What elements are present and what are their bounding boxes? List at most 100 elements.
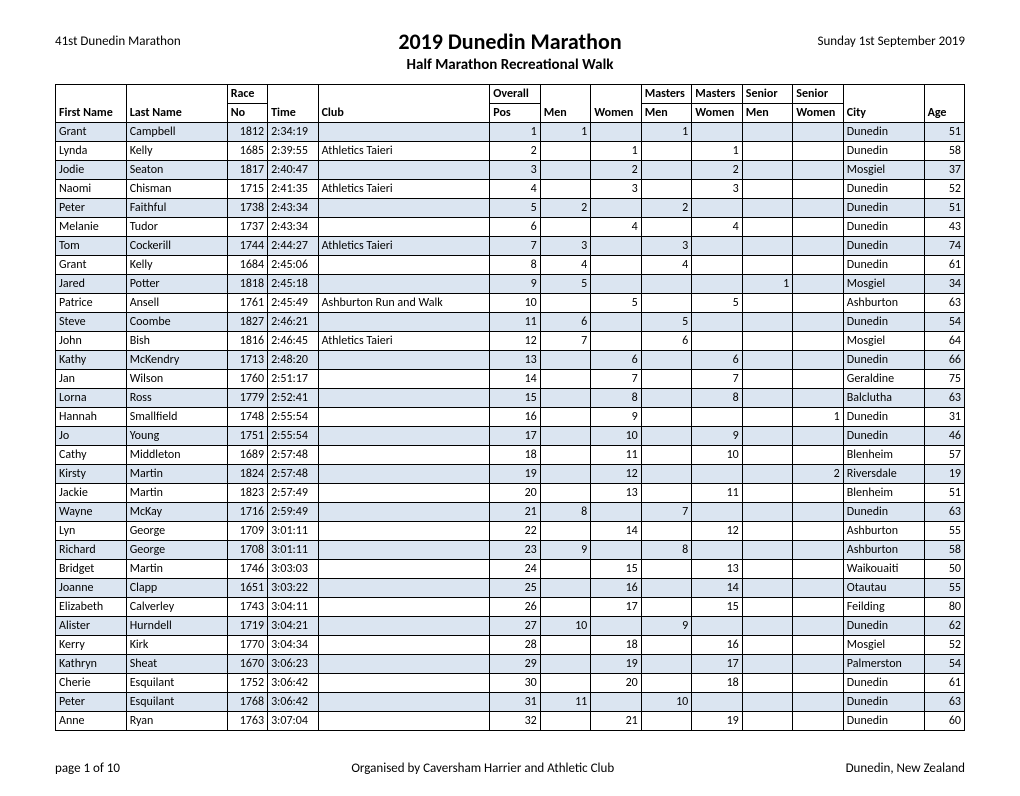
cell-women: 19 [591,655,642,674]
cell-pos: 32 [490,712,541,731]
cell-last: Ansell [126,294,227,313]
cell-city: Mosgiel [843,275,924,294]
cell-last: Coombe [126,313,227,332]
cell-no: 1651 [227,579,267,598]
cell-mwomen: 3 [692,180,743,199]
cell-first: Anne [56,712,127,731]
cell-first: Bridget [56,560,127,579]
table-row: LornaRoss17792:52:411588Balclutha63 [56,389,965,408]
cell-no: 1827 [227,313,267,332]
cell-last: Martin [126,465,227,484]
cell-pos: 7 [490,237,541,256]
table-row: KirstyMartin18242:57:4819122Riversdale19 [56,465,965,484]
cell-mwomen: 2 [692,161,743,180]
cell-first: Jan [56,370,127,389]
cell-mmen: 7 [641,503,692,522]
cell-mwomen: 8 [692,389,743,408]
cell-first: Jodie [56,161,127,180]
cell-no: 1719 [227,617,267,636]
cell-men [540,294,591,313]
cell-swomen [793,123,844,142]
cell-time: 2:44:27 [268,237,319,256]
cell-pos: 12 [490,332,541,351]
cell-mwomen: 17 [692,655,743,674]
cell-no: 1816 [227,332,267,351]
cell-swomen [793,161,844,180]
cell-pos: 15 [490,389,541,408]
cell-city: Otautau [843,579,924,598]
cell-men: 11 [540,693,591,712]
cell-smen [742,541,793,560]
table-row: AlisterHurndell17193:04:2127109Dunedin62 [56,617,965,636]
cell-smen [742,389,793,408]
cell-men: 5 [540,275,591,294]
cell-club [318,655,490,674]
cell-pos: 24 [490,560,541,579]
cell-swomen [793,237,844,256]
cell-swomen: 1 [793,408,844,427]
cell-club [318,389,490,408]
cell-mmen [641,218,692,237]
cell-mwomen [692,199,743,218]
cell-first: Joanne [56,579,127,598]
cell-first: Wayne [56,503,127,522]
cell-club [318,712,490,731]
cell-city: Dunedin [843,237,924,256]
table-row: JackieMartin18232:57:49201311Blenheim51 [56,484,965,503]
cell-club [318,579,490,598]
cell-women [591,199,642,218]
cell-time: 3:06:42 [268,693,319,712]
cell-age: 63 [924,294,964,313]
cell-men: 10 [540,617,591,636]
cell-mmen [641,655,692,674]
col-masters-top-1: Masters [641,85,692,104]
col-race-no: No [227,104,267,123]
cell-women: 6 [591,351,642,370]
cell-men [540,218,591,237]
cell-age: 63 [924,389,964,408]
cell-first: John [56,332,127,351]
cell-mmen [641,579,692,598]
cell-age: 52 [924,636,964,655]
cell-club: Athletics Taieri [318,237,490,256]
cell-time: 2:57:48 [268,446,319,465]
table-row: KathyMcKendry17132:48:201366Dunedin66 [56,351,965,370]
cell-last: Faithful [126,199,227,218]
cell-age: 62 [924,617,964,636]
cell-first: Peter [56,693,127,712]
col-club: Club [318,85,490,123]
cell-city: Palmerston [843,655,924,674]
cell-women: 11 [591,446,642,465]
cell-pos: 20 [490,484,541,503]
col-race-top: Race [227,85,267,104]
cell-women [591,617,642,636]
cell-time: 2:46:21 [268,313,319,332]
cell-women: 3 [591,180,642,199]
cell-pos: 29 [490,655,541,674]
cell-mwomen: 7 [692,370,743,389]
cell-pos: 16 [490,408,541,427]
cell-city: Dunedin [843,256,924,275]
cell-mmen [641,294,692,313]
cell-smen [742,294,793,313]
cell-no: 1684 [227,256,267,275]
cell-men: 8 [540,503,591,522]
cell-smen [742,123,793,142]
cell-pos: 28 [490,636,541,655]
cell-women: 2 [591,161,642,180]
table-row: CherieEsquilant17523:06:42302018Dunedin6… [56,674,965,693]
cell-women [591,237,642,256]
cell-men [540,598,591,617]
cell-men [540,142,591,161]
cell-swomen [793,655,844,674]
cell-pos: 8 [490,256,541,275]
cell-last: Clapp [126,579,227,598]
table-row: GrantKelly16842:45:06844Dunedin61 [56,256,965,275]
cell-no: 1768 [227,693,267,712]
cell-mwomen: 6 [692,351,743,370]
table-row: ElizabethCalverley17433:04:11261715Feild… [56,598,965,617]
cell-mmen [641,427,692,446]
cell-age: 31 [924,408,964,427]
cell-men [540,465,591,484]
results-table: First Name Last Name Race Time Club Over… [55,84,965,731]
